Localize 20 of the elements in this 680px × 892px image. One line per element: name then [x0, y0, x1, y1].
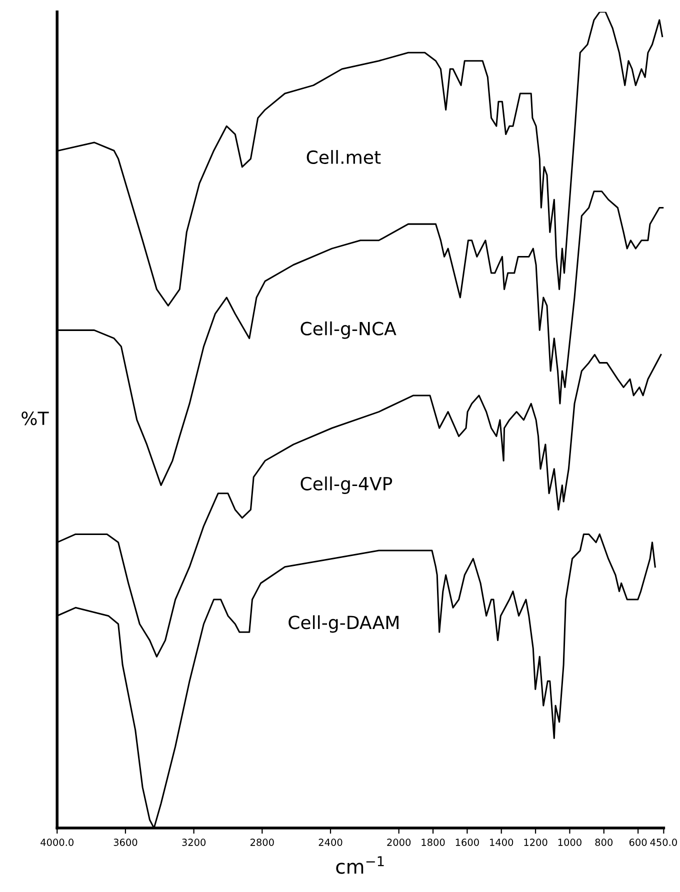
text: Cell-g-NCA — [300, 321, 396, 339]
text: Cell.met — [306, 150, 381, 164]
x-axis-title: cm$^{−1}$ — [336, 856, 384, 874]
y-axis-title: %T — [22, 412, 49, 426]
x-tick-label: 2400 — [318, 838, 342, 846]
series-label: Cell-g-4VP — [300, 476, 392, 494]
x-tick-label: 1200 — [524, 838, 548, 846]
x-tick-label: 4000.0 — [40, 838, 74, 846]
x-tick-label: 2800 — [250, 838, 274, 846]
x-tick-label: 2000 — [387, 838, 411, 846]
x-tick-label: 3200 — [182, 838, 206, 846]
x-tick-label: 1800 — [422, 838, 445, 846]
x-tick-label: 450.0 — [650, 838, 677, 846]
x-tick-label: 3600 — [114, 838, 138, 846]
text: Cell-g-DAAM — [288, 615, 398, 633]
x-tick-label: 1400 — [490, 838, 514, 846]
x-tick-label: 1000 — [558, 838, 582, 846]
x-tick-label: 800 — [595, 838, 613, 846]
x-tick-label: 600 — [629, 838, 647, 846]
x-tick-label: 1600 — [456, 838, 479, 846]
